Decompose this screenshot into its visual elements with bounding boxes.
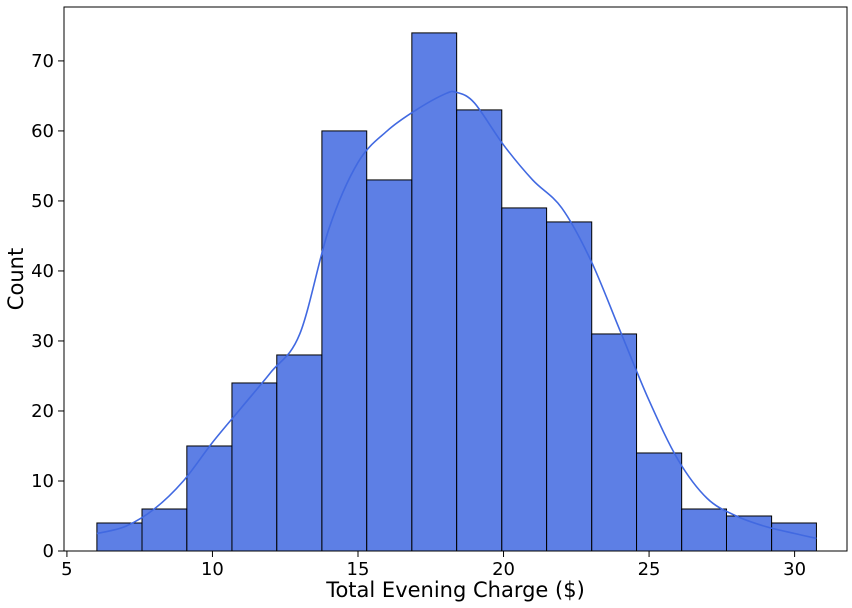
- histogram-bar-10: [546, 221, 593, 552]
- x-tick-label: 30: [783, 559, 806, 580]
- histogram-bar-7: [411, 32, 458, 552]
- histogram-bar-0: [96, 522, 143, 552]
- histogram-bar-3: [231, 382, 278, 552]
- x-axis-label: Total Evening Charge ($): [325, 578, 585, 602]
- x-tick-label: 20: [492, 559, 515, 580]
- x-tick-label: 15: [347, 559, 370, 580]
- y-axis: 0 10 20 30 40 50 60 70: [31, 51, 64, 562]
- histogram-bar-12: [636, 452, 683, 552]
- histogram-bar-11: [591, 333, 638, 552]
- x-tick-label: 25: [638, 559, 661, 580]
- histogram-bar-4: [276, 354, 323, 552]
- y-tick-label: 0: [43, 541, 54, 562]
- y-tick-label: 50: [31, 191, 54, 212]
- y-tick-label: 40: [31, 261, 54, 282]
- plot-frame: [63, 6, 848, 552]
- y-tick-label: 30: [31, 331, 54, 352]
- y-tick-label: 60: [31, 121, 54, 142]
- histogram-bar-5: [321, 130, 368, 552]
- kde-line: [96, 90, 817, 540]
- y-tick-label: 70: [31, 51, 54, 72]
- histogram-bar-6: [366, 179, 413, 552]
- y-tick-label: 10: [31, 471, 54, 492]
- histogram-bar-8: [456, 109, 503, 552]
- x-tick-label: 5: [61, 559, 72, 580]
- histogram-bar-1: [141, 508, 188, 552]
- histogram-bar-13: [681, 508, 727, 552]
- y-axis-label: Count: [4, 248, 28, 310]
- x-axis: 5 10 15 20 25 30: [61, 551, 806, 580]
- bars-layer: [96, 32, 817, 552]
- histogram-bar-2: [186, 445, 233, 552]
- y-tick-label: 20: [31, 401, 54, 422]
- histogram-bar-9: [501, 207, 548, 552]
- x-tick-label: 10: [201, 559, 224, 580]
